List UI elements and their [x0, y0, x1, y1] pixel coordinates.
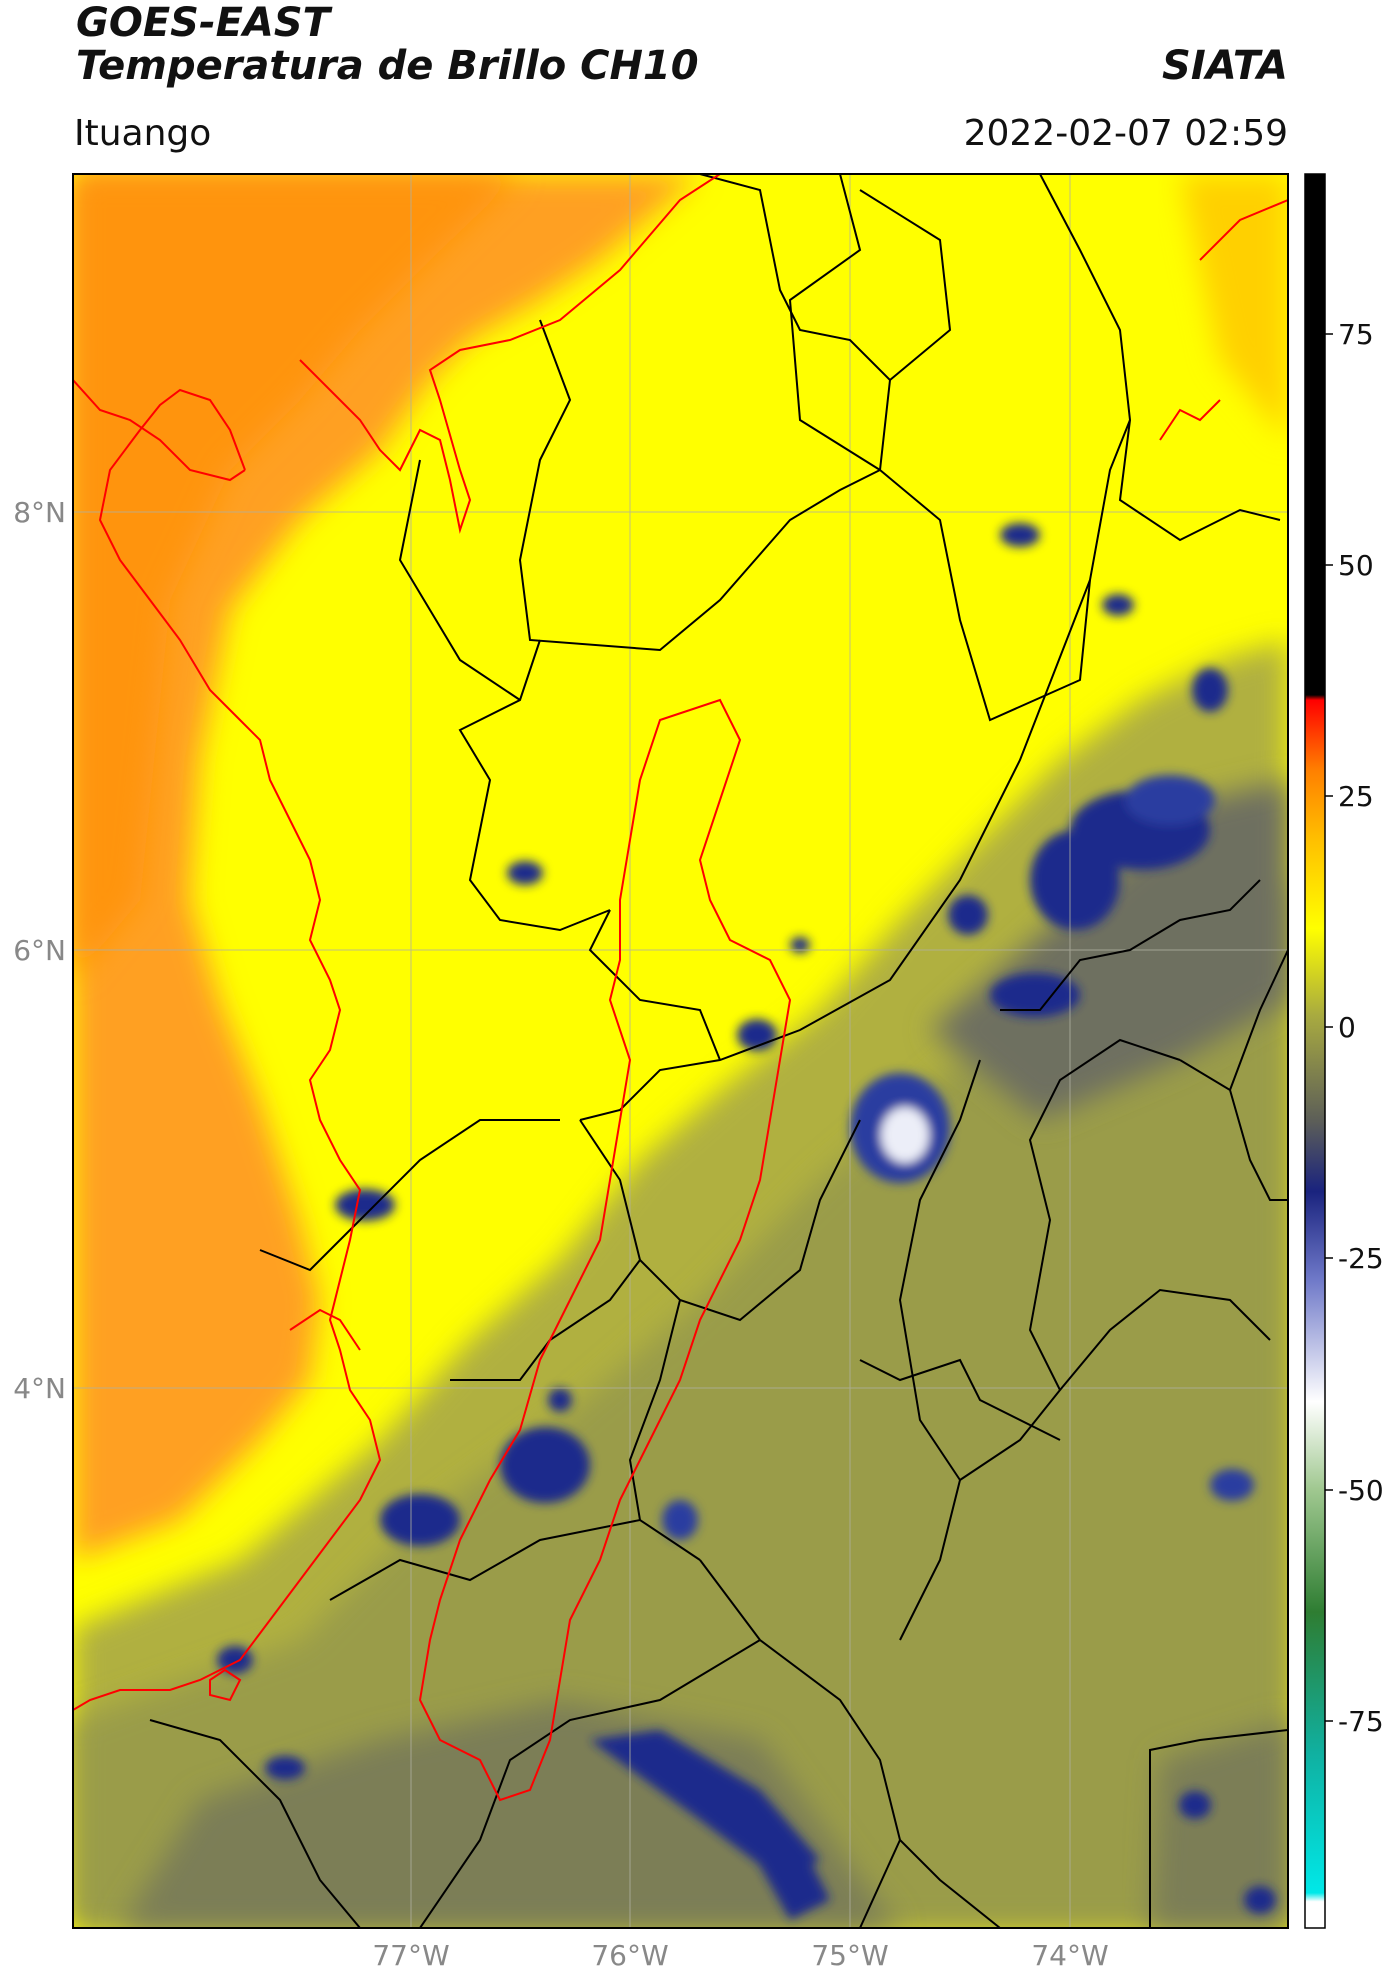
colorbar-tick-label: -75	[1338, 1705, 1384, 1738]
map-frame	[72, 173, 1289, 1929]
lon-tick-label: 76°W	[591, 1939, 668, 1972]
lon-tick-label: 74°W	[1031, 1939, 1108, 1972]
colorbar-tick-label: 0	[1338, 1011, 1356, 1044]
lat-tick-label: 4°N	[13, 1372, 66, 1405]
coastline-border	[73, 174, 1288, 1711]
lon-tick-label: 77°W	[372, 1939, 449, 1972]
department-borders	[149, 174, 1288, 1928]
map-field	[73, 174, 1288, 1928]
location-label: Ituango	[74, 113, 212, 154]
longitude-labels: 77°W 76°W 75°W 74°W	[372, 1939, 1108, 1972]
colorbar-gradient	[1304, 173, 1326, 1929]
latitude-labels: 8°N 6°N 4°N	[13, 496, 66, 1405]
lon-tick-label: 75°W	[811, 1939, 888, 1972]
lat-tick-label: 8°N	[13, 496, 66, 529]
lat-tick-label: 6°N	[13, 934, 66, 967]
product-title: Temperatura de Brillo CH10	[76, 43, 699, 89]
colorbar-tick-label: -25	[1338, 1242, 1384, 1275]
colorbar-tick-label: 25	[1338, 780, 1374, 813]
basin-boundary	[418, 698, 792, 1802]
cold-cloud-tops	[217, 523, 1276, 1920]
satellite-title: GOES-EAST	[76, 0, 330, 46]
datetime-label: 2022-02-07 02:59	[963, 113, 1288, 154]
colorbar-tick-label: 75	[1338, 318, 1374, 351]
colorbar-tick-label: -50	[1338, 1474, 1384, 1507]
gridlines	[73, 174, 1288, 1928]
colorbar: 75 50 25 0 -25 -50 -75	[1304, 173, 1384, 1929]
colorbar-tick-label: 50	[1338, 549, 1374, 582]
brand-label: SIATA	[1162, 43, 1288, 89]
